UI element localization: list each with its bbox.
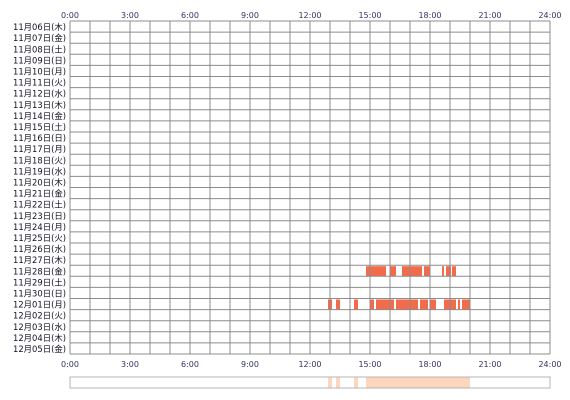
row-label: 11月11日(火) [13,78,66,88]
row-label: 11月16日(日) [13,133,66,143]
row-label: 11月14日(金) [13,111,66,121]
summary-segment [366,377,470,388]
x-tick-label-bottom: 6:00 [181,360,199,369]
activity-segment [446,266,451,277]
x-tick-label-top: 0:00 [61,11,79,20]
summary-segment [336,377,340,388]
row-label: 11月23日(日) [13,211,66,221]
x-tick-label-bottom: 12:00 [298,360,321,369]
row-label: 11月10日(月) [13,67,66,77]
x-tick-label-top: 9:00 [241,11,259,20]
x-tick-label-bottom: 15:00 [358,360,381,369]
activity-segment [390,266,396,277]
row-label: 11月25日(火) [13,233,66,243]
row-label: 12月04日(木) [13,333,66,343]
activity-segment [354,299,358,310]
summary-strip [70,377,550,388]
row-label: 12月05日(金) [13,344,66,354]
row-label: 11月07日(金) [13,33,66,43]
row-label: 11月19日(水) [13,166,66,176]
row-label: 12月03日(水) [13,322,66,332]
activity-segment [424,266,430,277]
row-label: 11月27日(木) [13,255,66,265]
summary-segment [328,377,332,388]
row-label: 11月30日(日) [13,289,66,299]
row-label: 11月09日(日) [13,55,66,65]
row-label: 11月28日(金) [13,266,66,276]
row-label: 12月01日(月) [13,300,66,310]
activity-segment [376,299,394,310]
row-label: 11月12日(水) [13,89,66,99]
x-tick-label-bottom: 0:00 [61,360,79,369]
row-label: 11月08日(土) [13,44,66,54]
activity-segment [420,299,428,310]
activity-segment [462,299,470,310]
activity-segment [336,299,340,310]
row-label: 11月15日(土) [13,122,66,132]
row-label: 12月02日(火) [13,311,66,321]
x-tick-label-bottom: 18:00 [418,360,441,369]
row-label: 11月26日(水) [13,244,66,254]
row-label: 11月18日(火) [13,155,66,165]
row-label: 11月20日(木) [13,178,66,188]
x-tick-label-top: 24:00 [538,11,561,20]
activity-segment [396,299,418,310]
summary-segment [354,377,358,388]
x-tick-label-top: 3:00 [121,11,139,20]
x-tick-label-top: 6:00 [181,11,199,20]
x-tick-label-top: 15:00 [358,11,381,20]
row-label: 11月24日(月) [13,222,66,232]
row-label: 11月13日(木) [13,100,66,110]
activity-segment [442,266,444,277]
x-tick-label-bottom: 3:00 [121,360,139,369]
x-tick-label-bottom: 21:00 [478,360,501,369]
x-tick-label-bottom: 24:00 [538,360,561,369]
x-tick-label-top: 18:00 [418,11,441,20]
activity-segment [402,266,422,277]
row-label: 11月21日(金) [13,189,66,199]
row-label: 11月06日(木) [13,22,66,32]
row-label: 11月22日(土) [13,200,66,210]
x-tick-label-top: 21:00 [478,11,501,20]
row-label: 11月17日(月) [13,144,66,154]
activity-segment [458,299,460,310]
activity-segment [366,266,386,277]
activity-segment [370,299,374,310]
x-tick-label-bottom: 9:00 [241,360,259,369]
activity-segment [430,299,436,310]
activity-segment [452,266,456,277]
summary-strip-border [69,376,551,389]
x-tick-label-top: 12:00 [298,11,321,20]
row-label: 11月29日(土) [13,277,66,287]
